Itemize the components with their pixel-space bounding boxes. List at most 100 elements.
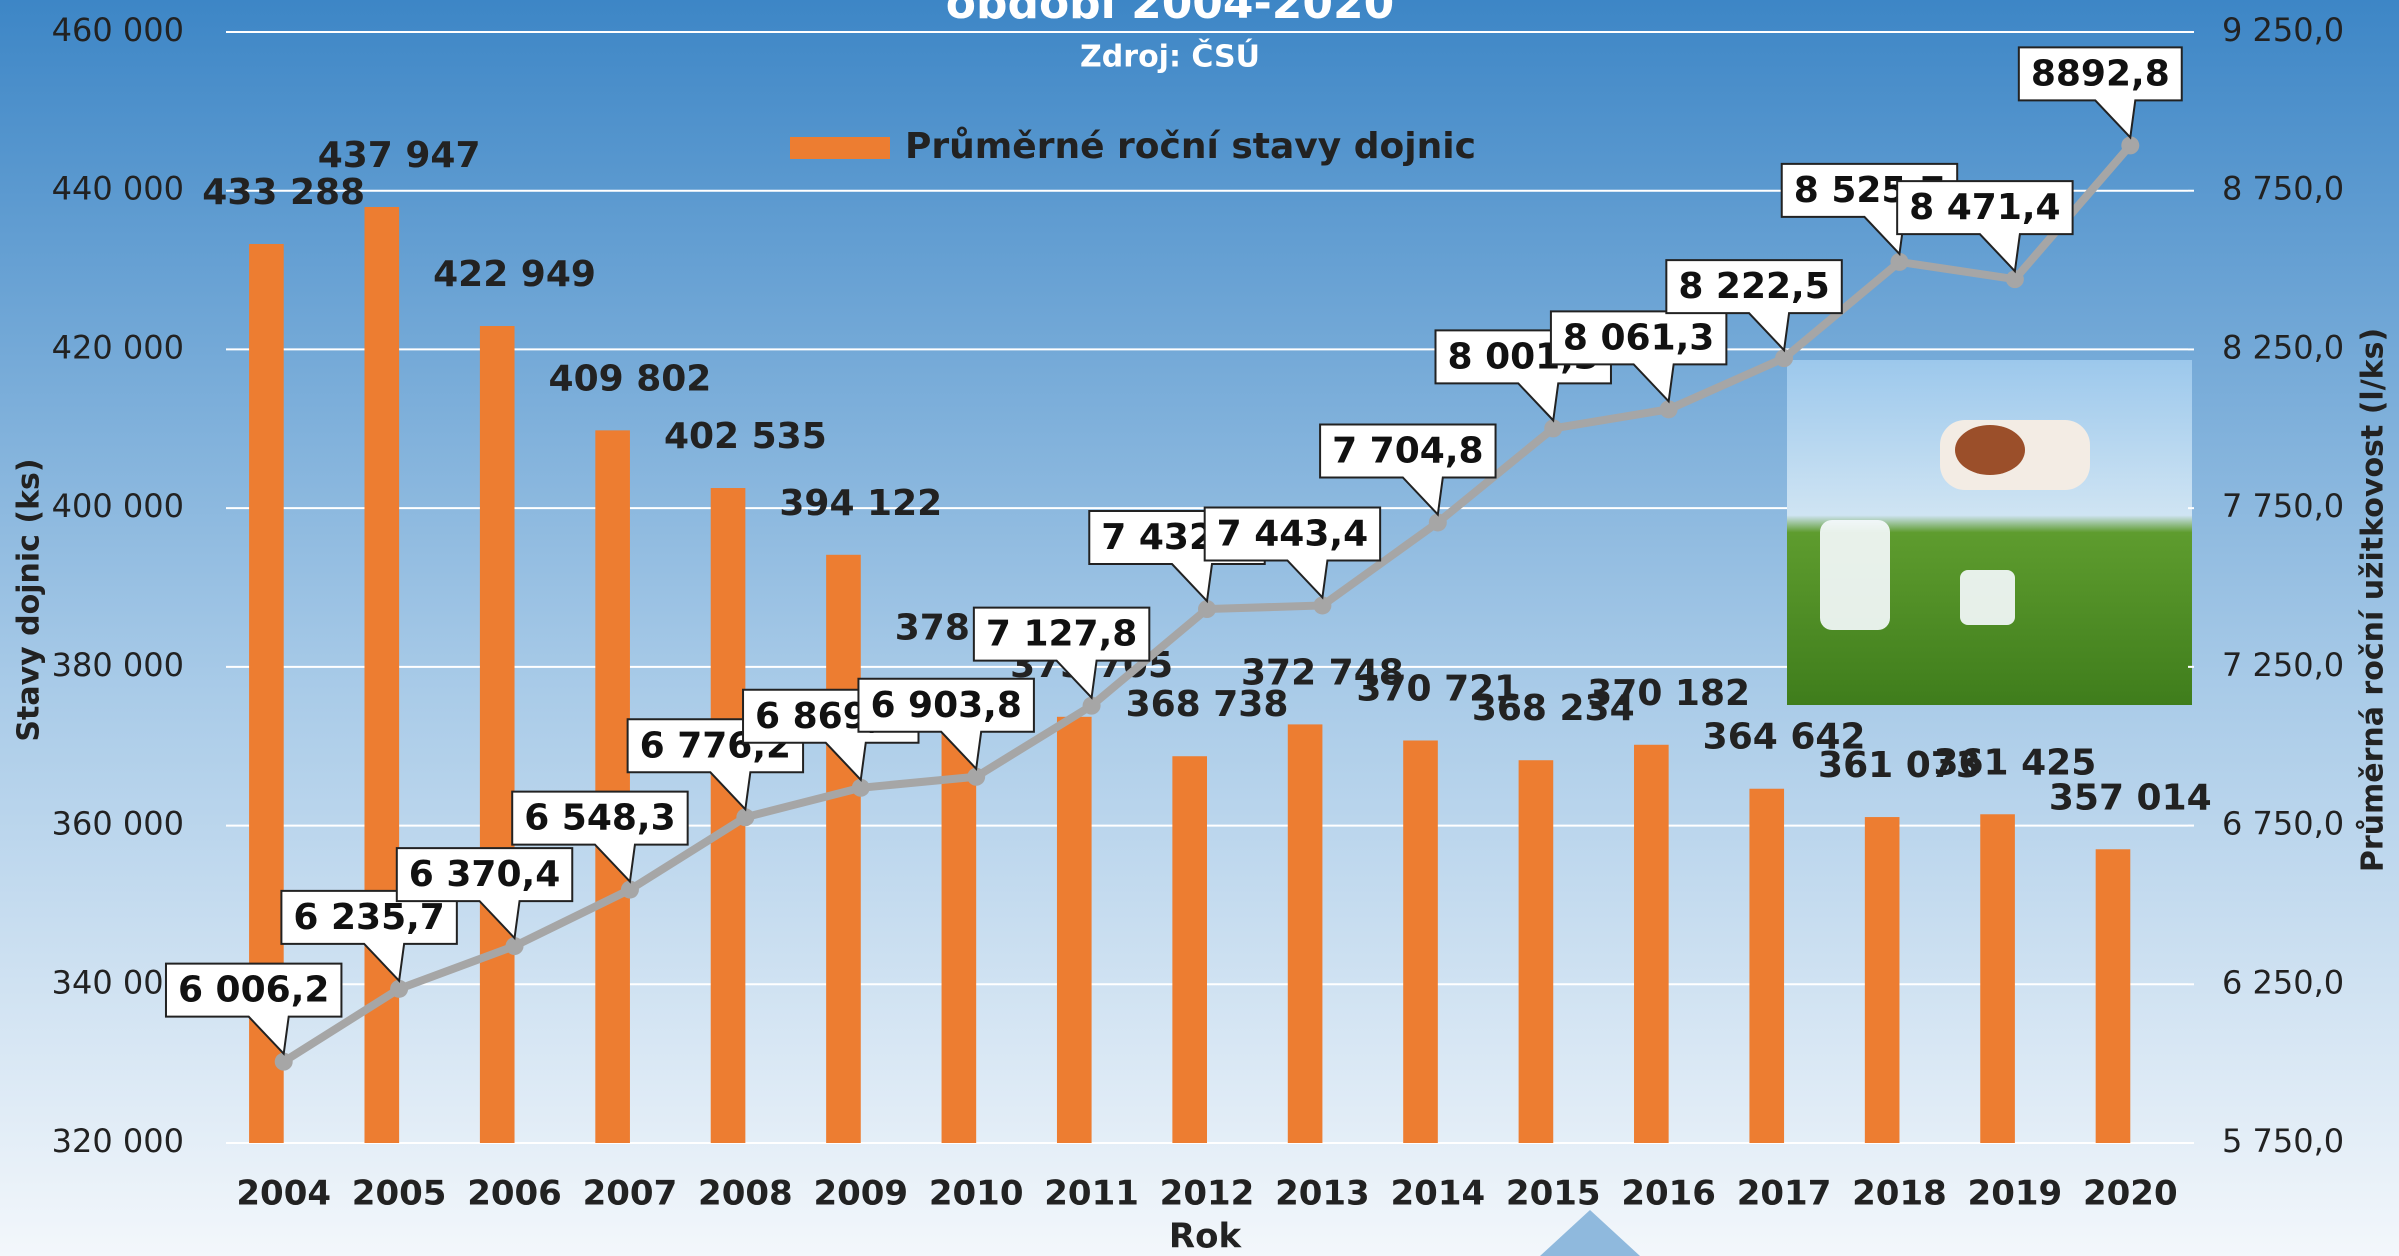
x-tick-label: 2016 (1621, 1174, 1716, 1214)
callout: 6 903,8 (857, 677, 1035, 771)
line-point (1544, 419, 1563, 438)
data-label: 6 006,2 (178, 970, 329, 1011)
callout: 7 443,4 (1203, 506, 1382, 600)
data-label: 394 122 (779, 483, 942, 524)
data-label: 7 704,8 (1332, 430, 1483, 471)
line-point (736, 808, 755, 827)
x-tick-label: 2007 (583, 1174, 678, 1214)
data-label: 368 234 (1472, 688, 1635, 729)
callout-box (511, 790, 689, 884)
callout: 8 222,5 (1665, 259, 1843, 353)
data-label: 422 949 (433, 254, 596, 295)
y-tick-label: 360 000 (52, 805, 184, 843)
callout-box (1203, 506, 1382, 600)
callout: 8 061,3 (1549, 310, 1728, 404)
line-point (1428, 513, 1447, 532)
data-label: 372 748 (1241, 652, 1404, 693)
legend-swatch (790, 137, 890, 159)
x-tick-label: 2012 (1160, 1174, 1255, 1214)
y-axis-title: Stavy dojnic (ks) (12, 458, 47, 741)
callout-box (1665, 259, 1843, 353)
y-tick-label: 340 000 (52, 963, 184, 1001)
data-label: 6 235,7 (293, 897, 444, 938)
data-label: 6 903,8 (870, 685, 1021, 726)
callout-box (1319, 423, 1497, 517)
data-label: 8 471,4 (1909, 187, 2060, 228)
bar (1287, 724, 1323, 1143)
y2-tick-label: 8 750,0 (2222, 170, 2344, 208)
data-label: 8 222,5 (1678, 266, 1829, 307)
y2-tick-label: 5 750,0 (2222, 1122, 2344, 1160)
line-point (505, 937, 524, 956)
data-label: 361 073 (1818, 745, 1981, 786)
y2-axis-title: Průměrná roční užitkovost (l/ks) (2355, 328, 2391, 872)
x-tick-label: 2010 (929, 1174, 1024, 1214)
line-point (390, 979, 409, 998)
y2-tick-label: 6 750,0 (2222, 805, 2344, 843)
line-point (967, 767, 986, 786)
legend-label: Průměrné roční stavy dojnic (905, 126, 1476, 167)
callout: 6 235,7 (280, 889, 458, 984)
callout-box (1549, 310, 1728, 404)
x-tick-label: 2004 (236, 1174, 331, 1214)
data-label: 361 425 (1933, 742, 2096, 783)
line-point (1775, 349, 1794, 368)
x-tick-label: 2009 (813, 1174, 908, 1214)
y2-tick-label: 7 250,0 (2222, 646, 2344, 684)
callout-box (164, 962, 343, 1056)
line-point (1198, 600, 1216, 619)
data-label: 6 548,3 (524, 798, 675, 839)
line-point (1890, 252, 1909, 271)
callout: 6 006,2 (164, 962, 343, 1056)
line-point (2121, 136, 2140, 155)
bar (1980, 814, 2015, 1143)
y2-tick-label: 7 750,0 (2222, 487, 2344, 525)
y-tick-label: 380 000 (52, 646, 184, 684)
bar (826, 554, 861, 1143)
callout-box (1896, 180, 2074, 274)
bar (2095, 849, 2131, 1143)
line-point (2005, 270, 2024, 289)
x-tick-label: 2013 (1275, 1174, 1370, 1214)
x-tick-label: 2014 (1391, 1174, 1486, 1214)
data-label: 357 014 (2049, 777, 2212, 818)
bar (1056, 716, 1092, 1143)
callout-box (972, 606, 1151, 700)
x-tick-label: 2020 (2083, 1174, 2178, 1214)
x-tick-label: 2008 (698, 1174, 793, 1214)
line-point (1313, 596, 1332, 615)
data-label: 370 182 (1587, 673, 1750, 714)
y2-tick-label: 8 250,0 (2222, 328, 2344, 366)
y-tick-label: 460 000 (52, 11, 184, 49)
data-label: 8 061,3 (1563, 317, 1714, 358)
data-label: 437 947 (318, 135, 481, 176)
data-label: 370 721 (1356, 668, 1519, 709)
data-label: 8892,8 (2031, 53, 2170, 94)
y-tick-label: 440 000 (52, 170, 184, 208)
data-label: 7 127,8 (986, 614, 1137, 655)
y2-tick-label: 9 250,0 (2222, 11, 2344, 49)
line-point (851, 778, 870, 797)
callout: 6 370,4 (395, 847, 574, 941)
data-label: 433 288 (202, 172, 365, 213)
data-label: 409 802 (549, 358, 712, 399)
line-point (274, 1052, 293, 1071)
y-tick-label: 420 000 (52, 328, 184, 366)
x-tick-label: 2019 (1968, 1174, 2063, 1214)
data-label: 7 443,4 (1217, 513, 1368, 554)
callout-box (2017, 46, 2183, 140)
data-label: 364 642 (1703, 717, 1866, 758)
bar (1403, 740, 1438, 1143)
y-tick-label: 320 000 (52, 1122, 184, 1160)
callout: 7 704,8 (1319, 423, 1497, 517)
chart-title: období 2004-2020 (946, 0, 1395, 29)
x-axis-title: Rok (1169, 1217, 1243, 1256)
y2-tick-label: 6 250,0 (2222, 963, 2344, 1001)
x-tick-label: 2011 (1044, 1174, 1139, 1214)
callout-box (395, 847, 574, 941)
bar (595, 430, 630, 1143)
x-tick-label: 2005 (352, 1174, 447, 1214)
x-tick-label: 2017 (1737, 1174, 1832, 1214)
line-point (1659, 400, 1678, 419)
